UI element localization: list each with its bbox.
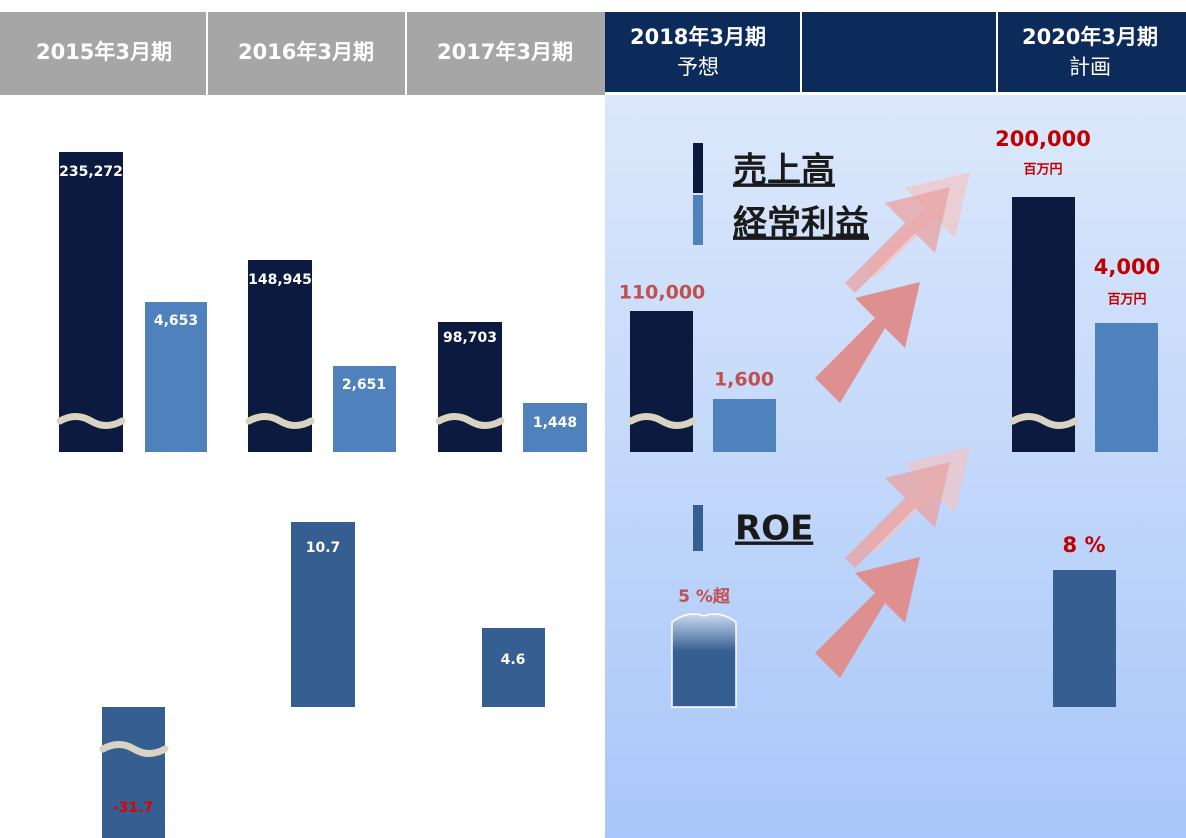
header-cell: 予想 [677, 55, 719, 79]
sales-bar [1012, 197, 1075, 452]
header-cell: 2018年3月期 [630, 25, 766, 49]
sales-profit: 235,272 148,945 98,703 110,000 200,000 百… [56, 127, 1160, 452]
profit-label: 4,653 [154, 313, 198, 329]
profit-label: 2,651 [342, 377, 386, 393]
header-cell: 2016年3月期 [238, 40, 374, 64]
legend-swatch [693, 143, 703, 193]
profit-bar [145, 302, 207, 452]
roe-label: -31.7 [113, 800, 153, 816]
roe-bar [671, 613, 737, 708]
header-cell: 2020年3月期 [1022, 25, 1158, 49]
roe-bar [1053, 570, 1116, 707]
axis-break [1009, 413, 1079, 429]
profit-bar [1095, 323, 1158, 452]
legend-text: 経常利益 [733, 204, 869, 244]
roe-bar [291, 522, 355, 707]
legend-text: ROE [735, 509, 813, 549]
header-cell: 計画 [1069, 55, 1111, 79]
unit-label: 百万円 [1023, 163, 1062, 178]
header: 2015年3月期 2016年3月期 2017年3月期 2018年3月期 予想 2… [0, 12, 1186, 95]
axis-break [435, 413, 505, 429]
profit-bar [523, 403, 587, 452]
sales-label: 148,945 [248, 272, 312, 288]
header-future [605, 12, 1186, 92]
axis-break [56, 413, 126, 429]
legend: 売上高 経常利益 ROE [693, 143, 869, 551]
roe-bar [482, 628, 545, 707]
profit-bar [713, 399, 776, 452]
legend-swatch [693, 195, 703, 245]
header-cell: 2017年3月期 [437, 40, 573, 64]
roe: -31.7 10.7 4.6 5 %超 8 % [99, 522, 1116, 838]
unit-label: 百万円 [1107, 293, 1146, 308]
axis-break [245, 413, 315, 429]
sales-label: 98,703 [443, 330, 497, 346]
profit-bar [333, 366, 396, 452]
sales-label: 235,272 [59, 164, 123, 180]
roe-label: 8 % [1063, 533, 1106, 557]
sales-label: 200,000 [995, 127, 1091, 151]
sales-bar [438, 322, 502, 452]
roe-label: 10.7 [306, 540, 341, 556]
profit-label: 1,448 [533, 415, 577, 431]
sales-label: 110,000 [619, 282, 706, 304]
profit-label: 1,600 [714, 369, 774, 391]
header-cell: 2015年3月期 [36, 40, 172, 64]
sales-bar [630, 311, 693, 452]
roe-label: 5 %超 [678, 586, 731, 607]
sales-bar [59, 152, 123, 452]
profit-label: 4,000 [1094, 255, 1160, 279]
legend-text: 売上高 [733, 151, 835, 191]
arrows [815, 172, 970, 678]
header-past [0, 12, 605, 95]
roe-label: 4.6 [501, 652, 526, 668]
legend-swatch [693, 505, 703, 551]
axis-break [99, 741, 169, 757]
roe-bar [102, 707, 165, 838]
axis-break [627, 413, 697, 429]
